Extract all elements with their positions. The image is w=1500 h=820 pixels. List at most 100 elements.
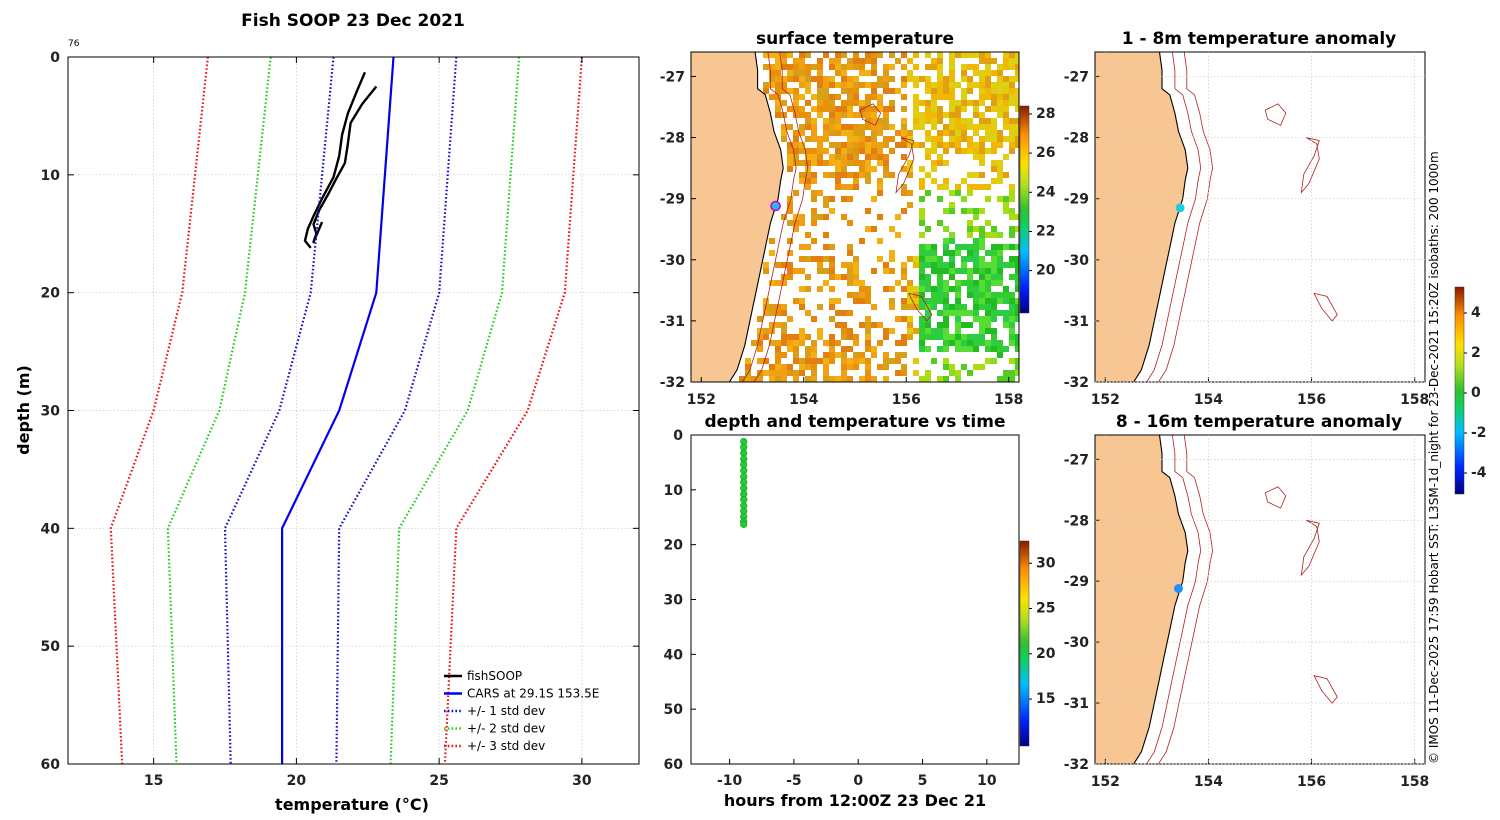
sst-pixel	[925, 100, 931, 106]
sst-pixel	[967, 370, 973, 376]
sst-pixel	[829, 274, 835, 280]
sst-pixel	[919, 196, 925, 202]
sst-pixel	[871, 352, 877, 358]
sst-pixel	[877, 94, 883, 100]
sst-pixel	[1015, 100, 1019, 106]
sst-pixel	[943, 184, 949, 190]
sst-pixel	[1003, 94, 1009, 100]
sst-pixel	[787, 106, 793, 112]
profile-panel: Fish SOOP 23 Dec 2021 76 15 20 25 30 0 10 20 30…	[14, 11, 640, 814]
sst-pixel	[967, 64, 973, 70]
sst-pixel	[883, 268, 889, 274]
sst-pixel	[853, 172, 859, 178]
sst-pixel	[805, 52, 811, 58]
sst-pixel	[979, 124, 985, 130]
sst-pixel	[955, 106, 961, 112]
sst-pixel	[955, 118, 961, 124]
colorbar-tick-label: 24	[1036, 184, 1056, 200]
cast-location-marker	[1174, 584, 1184, 594]
sst-pixel	[937, 76, 943, 82]
sst-pixel	[991, 334, 997, 340]
sst-pixel	[901, 352, 907, 358]
map-y-tick-label: -29	[1064, 574, 1089, 590]
sst-pixel	[865, 376, 871, 382]
sst-pixel	[919, 304, 925, 310]
sst-pixel	[877, 340, 883, 346]
sst-pixel	[985, 274, 991, 280]
sst-pixel	[841, 328, 847, 334]
sst-pixel	[901, 118, 907, 124]
sst-pixel	[829, 256, 835, 262]
sst-pixel	[757, 358, 763, 364]
sst-pixel	[751, 340, 757, 346]
sst-pixel	[787, 196, 793, 202]
map-x-tick-label: 154	[1194, 392, 1223, 408]
sst-pixel	[805, 178, 811, 184]
sst-pixel	[865, 328, 871, 334]
sst-pixel	[1015, 226, 1019, 232]
sst-pixel	[919, 322, 925, 328]
sst-pixel	[769, 94, 775, 100]
map-y-tick-label: -27	[660, 69, 685, 85]
sst-pixel	[979, 268, 985, 274]
sst-pixel	[973, 346, 979, 352]
profile-xlabel-text: temperature	[275, 795, 389, 814]
sst-pixel	[823, 100, 829, 106]
sst-pixel	[841, 214, 847, 220]
sst-pixel	[829, 358, 835, 364]
sst-pixel	[883, 76, 889, 82]
sst-pixel	[949, 58, 955, 64]
sst-pixel	[955, 340, 961, 346]
sst-pixel	[859, 70, 865, 76]
sst-pixel	[817, 70, 823, 76]
sst-pixel	[829, 154, 835, 160]
colorbar-tick-label: 26	[1036, 145, 1055, 161]
sst-pixel	[979, 160, 985, 166]
sst-pixel	[925, 154, 931, 160]
sst-pixel	[931, 268, 937, 274]
sst-pixel	[931, 88, 937, 94]
sst-pixel	[1009, 298, 1015, 304]
sst-pixel	[847, 160, 853, 166]
sst-pixel	[937, 328, 943, 334]
sst-pixel	[853, 58, 859, 64]
sst-pixel	[847, 358, 853, 364]
sst-pixel	[991, 256, 997, 262]
sst-pixel	[871, 130, 877, 136]
sst-pixel	[799, 358, 805, 364]
sst-pixel	[805, 70, 811, 76]
sst-pixel	[955, 346, 961, 352]
sst-pixel	[871, 142, 877, 148]
sst-pixel	[841, 322, 847, 328]
profile-grid	[68, 56, 639, 765]
sst-pixel	[877, 256, 883, 262]
sst-pixel	[985, 298, 991, 304]
sst-pixel	[919, 100, 925, 106]
sst-pixel	[919, 334, 925, 340]
sst-pixel	[985, 250, 991, 256]
sst-pixel	[859, 172, 865, 178]
map-x-tick-label: 156	[892, 392, 921, 408]
map-body	[1095, 52, 1338, 382]
sst-pixel	[835, 142, 841, 148]
profile-series	[109, 56, 583, 765]
sst-pixel	[1003, 76, 1009, 82]
sst-pixel	[805, 124, 811, 130]
sst-pixel	[871, 106, 877, 112]
sst-pixel	[847, 274, 853, 280]
sst-pixel	[889, 358, 895, 364]
map-x-tick-label: 152	[1091, 774, 1120, 790]
sst-pixel	[979, 280, 985, 286]
sst-pixel	[901, 370, 907, 376]
sst-pixel	[889, 136, 895, 142]
sst-pixel	[895, 340, 901, 346]
sst-pixel	[925, 370, 931, 376]
sst-pixel	[961, 196, 967, 202]
sst-pixel	[793, 70, 799, 76]
sst-pixel	[799, 82, 805, 88]
sst-pixel	[805, 100, 811, 106]
sst-pixel	[997, 340, 1003, 346]
sst-pixel	[805, 376, 811, 382]
sst-pixel	[931, 358, 937, 364]
sst-pixel	[925, 88, 931, 94]
